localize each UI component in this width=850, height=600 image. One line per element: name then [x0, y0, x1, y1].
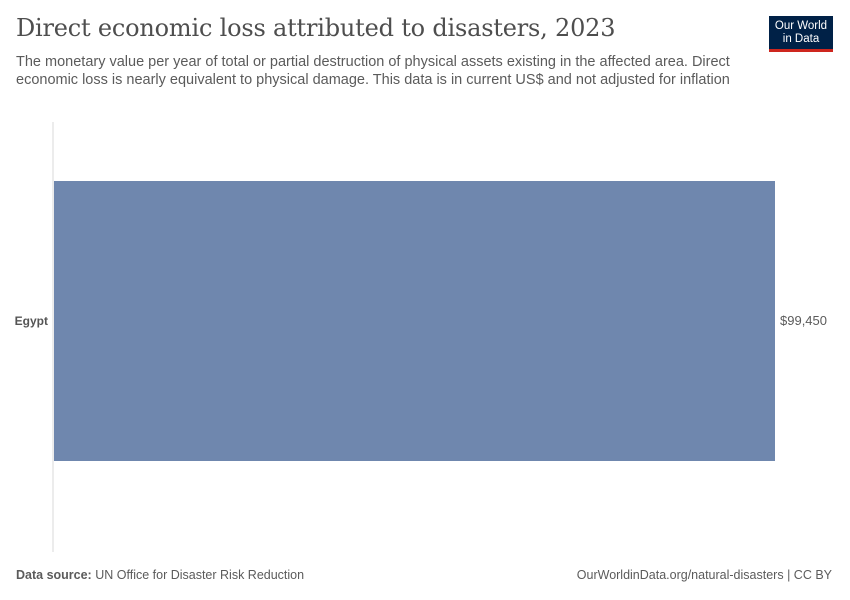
bar-egypt[interactable]: [54, 181, 775, 461]
source-link[interactable]: OurWorldinData.org/natural-disasters: [576, 568, 784, 582]
owid-logo[interactable]: Our World in Data: [769, 16, 833, 52]
data-source-text: UN Office for Disaster Risk Reduction: [95, 568, 305, 582]
category-label-egypt[interactable]: Egypt: [15, 314, 48, 328]
chart-subtitle: The monetary value per year of total or …: [16, 54, 730, 88]
logo-line-2: in Data: [782, 33, 820, 45]
footer-right: OurWorldinData.org/natural-disasters | C…: [577, 568, 832, 582]
value-label-egypt: $99,450: [780, 313, 827, 328]
license-text: | CC BY: [787, 568, 832, 582]
data-source: Data source: UN Office for Disaster Risk…: [16, 568, 304, 582]
chart-title: Direct economic loss attributed to disas…: [16, 14, 616, 42]
logo-line-1: Our World: [774, 20, 828, 32]
data-source-label: Data source:: [16, 568, 92, 582]
footer: Data source: UN Office for Disaster Risk…: [16, 568, 832, 582]
